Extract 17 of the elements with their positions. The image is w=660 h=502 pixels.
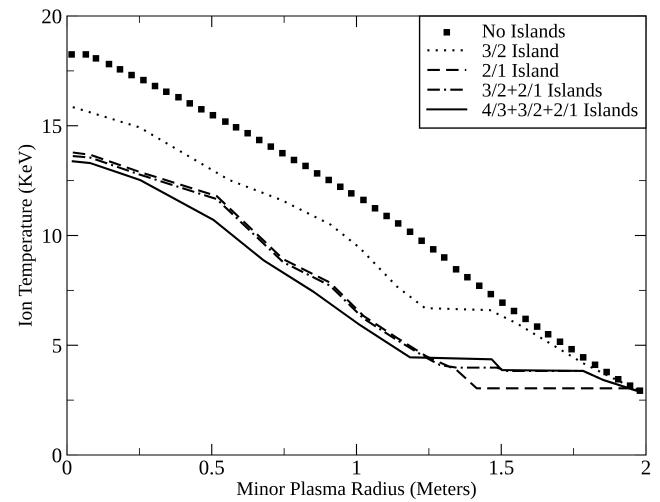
- y-tick-label: 0: [52, 448, 62, 462]
- legend-label: 3/2 Island: [482, 44, 559, 58]
- x-tick-label: 1: [353, 460, 360, 474]
- y-tick-label: 10: [43, 228, 62, 243]
- x-tick-label: 0.5: [200, 460, 224, 475]
- y-axis-title: Ion Temperature (KeV): [18, 144, 36, 326]
- x-axis-title: Minor Plasma Radius (Meters): [236, 482, 476, 500]
- x-tick-label: 2: [642, 460, 650, 474]
- legend-label: 2/1 Island: [482, 63, 559, 77]
- legend-label: 4/3+3/2+2/1 Islands: [482, 102, 638, 116]
- y-tick-label: 15: [43, 119, 62, 134]
- y-tick-label: 20: [42, 9, 62, 24]
- y-tick-label: 5: [52, 338, 62, 353]
- legend-label: No Islands: [482, 24, 565, 38]
- legend-label: 3/2+2/1 Islands: [482, 82, 602, 97]
- x-tick-label: 0: [62, 460, 72, 475]
- x-tick-label: 1.5: [490, 460, 514, 475]
